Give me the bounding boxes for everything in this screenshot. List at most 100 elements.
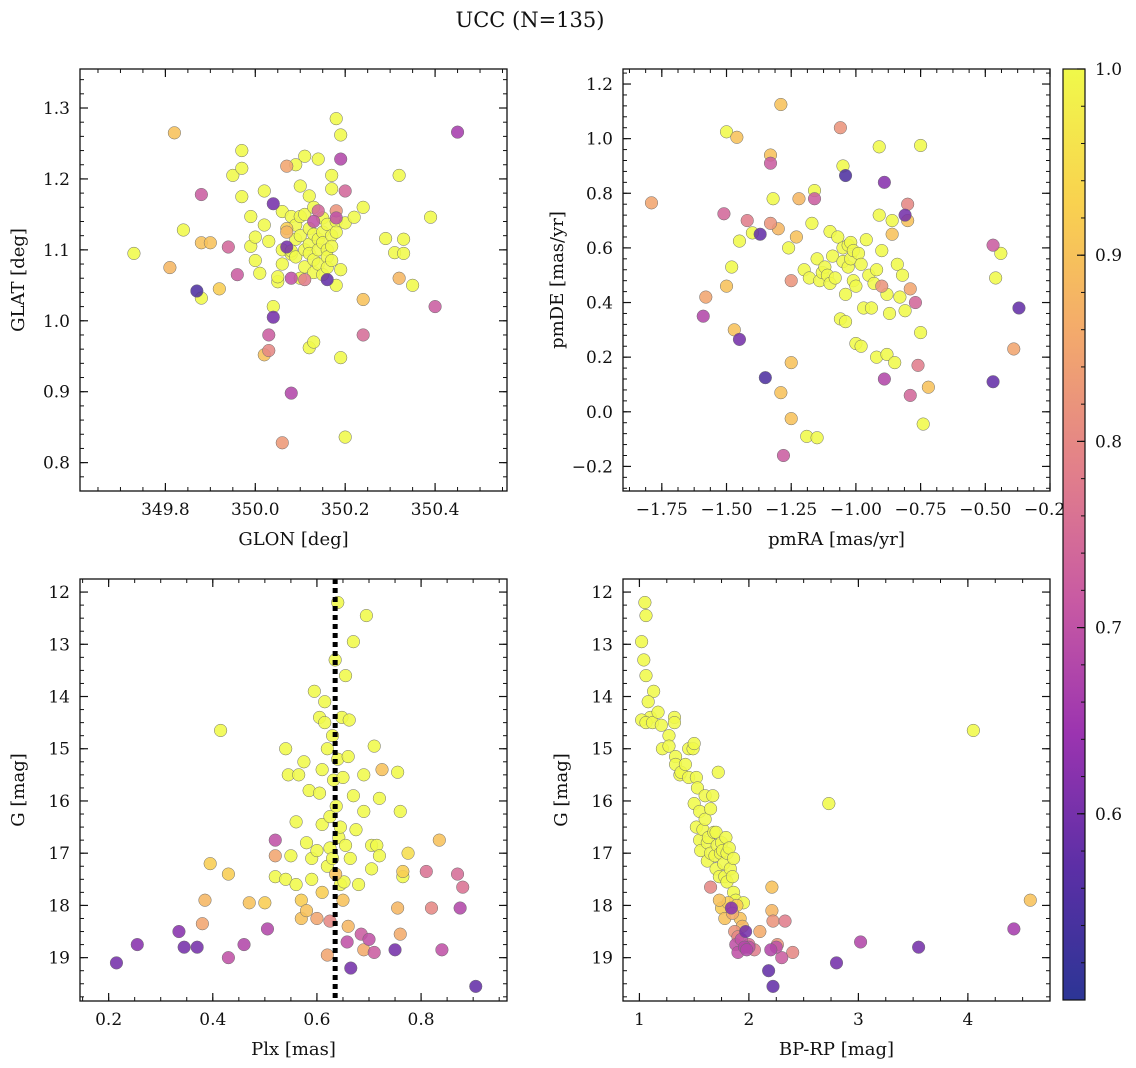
- scatter-point: [833, 121, 847, 135]
- y-tick-label: 0.6: [586, 239, 613, 259]
- scatter-point: [696, 309, 710, 323]
- scatter-point: [424, 210, 438, 224]
- scatter-point: [349, 823, 363, 837]
- scatter-point: [1007, 922, 1021, 936]
- scatter-point: [392, 271, 406, 285]
- scatter-point: [766, 192, 780, 206]
- x-tick-label: 3: [853, 1010, 864, 1030]
- scatter-point: [764, 943, 778, 957]
- scatter-point: [334, 263, 348, 277]
- panels: 349.8 350.0 350.2 350.4 0.8 0.9 1.0 1.1 1.2 1.3 GL…: [8, 68, 1076, 1060]
- scatter-point: [639, 669, 653, 683]
- scatter-point: [307, 214, 321, 229]
- scatter-point: [318, 695, 332, 709]
- scatter-point: [359, 609, 373, 623]
- scatter-point: [763, 216, 778, 230]
- scatter-point: [638, 595, 652, 610]
- x-tick-label: 0.8: [408, 1010, 435, 1030]
- scatter-point: [367, 739, 381, 753]
- scatter-point: [257, 184, 271, 198]
- scatter-point: [667, 716, 682, 730]
- scatter-point: [885, 227, 899, 241]
- scatter-point: [1007, 342, 1021, 356]
- scatter-point: [109, 956, 124, 970]
- scatter-point: [966, 723, 980, 738]
- scatter-point: [712, 893, 726, 907]
- scatter-point: [357, 804, 371, 818]
- scatter-point: [260, 922, 275, 936]
- scatter-point: [258, 896, 272, 910]
- scatter-point: [375, 763, 389, 777]
- scatter-point: [284, 386, 298, 400]
- scatter-point: [854, 257, 868, 271]
- y-tick-label: 1.2: [43, 170, 70, 190]
- x-tick-label: 349.8: [141, 500, 190, 520]
- scatter-point: [310, 911, 324, 926]
- scatter-point: [877, 372, 891, 386]
- panel-1: 349.8 350.0 350.2 350.4 0.8 0.9 1.0 1.1 1.2 1.3 GL…: [8, 68, 508, 550]
- scatter-point: [901, 197, 915, 211]
- scatter-point: [352, 877, 366, 892]
- scatter-point: [356, 328, 370, 342]
- scatter-point: [242, 896, 256, 910]
- y-tick-label: 18: [591, 896, 613, 916]
- x-tick-label: −1.00: [830, 500, 882, 520]
- scatter-point: [341, 750, 355, 764]
- scatter-point: [810, 431, 824, 445]
- scatter-point: [766, 979, 780, 993]
- scatter-point: [875, 244, 889, 258]
- scatter-point: [839, 315, 853, 329]
- scatter-point: [699, 290, 713, 304]
- y-tick-label: 16: [48, 792, 70, 812]
- scatter-point: [248, 253, 262, 268]
- scatter-point: [778, 914, 792, 928]
- scatter-point: [318, 716, 332, 730]
- scatter-points: [109, 579, 483, 1001]
- scatter-point: [127, 246, 141, 260]
- scatter-point: [293, 229, 307, 243]
- scatter-point: [289, 877, 303, 892]
- scatter-point: [284, 271, 298, 285]
- scatter-point: [849, 279, 863, 293]
- scatter-point: [329, 112, 343, 126]
- scatter-point: [279, 872, 293, 886]
- scatter-point: [419, 864, 433, 879]
- scatter-point: [775, 951, 789, 965]
- scatter-point: [678, 757, 692, 771]
- colorbar-tick-label: 0.7: [1095, 619, 1122, 639]
- x-tick-label: −1.50: [700, 500, 752, 520]
- scatter-point: [662, 739, 676, 753]
- y-tick-label: 19: [48, 949, 70, 969]
- scatter-point: [297, 755, 311, 769]
- scatter-point: [334, 152, 348, 166]
- scatter-point: [266, 310, 280, 324]
- scatter-point: [730, 130, 744, 144]
- scatter-point: [163, 261, 177, 275]
- scatter-point: [635, 635, 649, 649]
- scatter-point: [908, 295, 922, 310]
- scatter-point: [784, 356, 798, 370]
- scatter-point: [766, 914, 780, 928]
- y-tick-label: −0.2: [572, 457, 613, 477]
- scatter-point: [883, 306, 897, 321]
- y-tick-label: 13: [48, 635, 70, 655]
- scatter-point: [279, 742, 293, 756]
- scatter-point: [347, 210, 361, 224]
- scatter-point: [275, 436, 289, 450]
- scatter-points: [635, 595, 1037, 993]
- y-tick-label: 0.9: [43, 383, 70, 403]
- scatter-point: [994, 246, 1008, 260]
- axes-frame: [622, 68, 1051, 492]
- scatter-point: [401, 846, 415, 860]
- scatter-point: [344, 961, 358, 975]
- scatter-point: [763, 156, 778, 170]
- scatter-point: [651, 705, 665, 719]
- scatter-point: [338, 430, 352, 444]
- axes-frame: [79, 68, 508, 492]
- scatter-point: [334, 128, 348, 142]
- scatter-point: [704, 880, 718, 894]
- scatter-point: [725, 870, 740, 884]
- scatter-point: [362, 932, 376, 946]
- scatter-point: [711, 765, 725, 779]
- scatter-point: [911, 358, 925, 372]
